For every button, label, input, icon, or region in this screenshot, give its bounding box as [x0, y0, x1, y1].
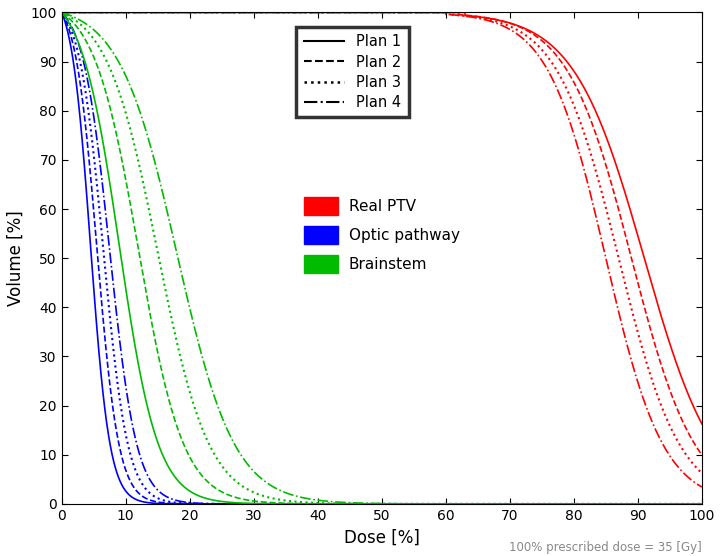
Legend: Real PTV, Optic pathway, Brainstem: Real PTV, Optic pathway, Brainstem — [297, 190, 467, 281]
X-axis label: Dose [%]: Dose [%] — [344, 528, 419, 547]
Text: 100% prescribed dose = 35 [Gy]: 100% prescribed dose = 35 [Gy] — [509, 541, 702, 554]
Y-axis label: Volume [%]: Volume [%] — [7, 210, 25, 306]
